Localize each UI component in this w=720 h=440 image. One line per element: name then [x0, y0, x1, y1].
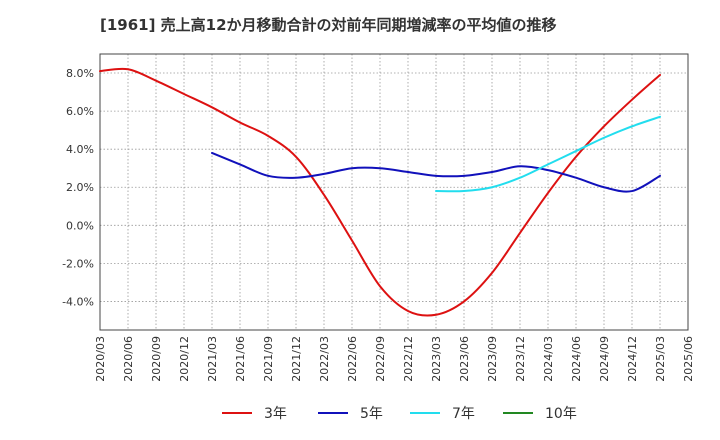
x-tick-label: 2023/06	[458, 336, 471, 382]
x-tick-label: 2021/03	[206, 336, 219, 382]
y-tick-label: 6.0%	[66, 105, 94, 118]
y-tick-label: -4.0%	[62, 295, 94, 308]
x-tick-label: 2023/12	[514, 336, 527, 382]
x-tick-label: 2021/12	[290, 336, 303, 382]
x-tick-label: 2025/03	[654, 336, 667, 382]
y-tick-label: -2.0%	[62, 257, 94, 270]
series-line	[211, 151, 661, 193]
chart-title: [1961] 売上高12か月移動合計の対前年同期増減率の平均値の推移	[100, 16, 557, 34]
x-tick-label: 2022/09	[374, 336, 387, 382]
x-tick-label: 2022/06	[346, 336, 359, 382]
x-tick-label: 2023/03	[430, 336, 443, 382]
x-tick-label: 2021/06	[234, 336, 247, 382]
legend-label: 3年	[264, 406, 287, 422]
x-tick-label: 2022/03	[318, 336, 331, 382]
y-tick-label: 0.0%	[66, 219, 94, 232]
x-tick-label: 2021/09	[262, 336, 275, 382]
plot-frame	[99, 53, 689, 331]
x-tick-label: 2024/03	[542, 336, 555, 382]
x-tick-label: 2024/12	[626, 336, 639, 382]
x-tick-label: 2020/06	[122, 336, 135, 382]
y-tick-label: 8.0%	[66, 67, 94, 80]
series-line	[99, 67, 661, 317]
legend-label: 5年	[360, 406, 383, 422]
x-tick-label: 2020/12	[178, 336, 191, 382]
x-tick-label: 2024/09	[598, 336, 611, 382]
series-line	[435, 115, 661, 193]
x-tick-label: 2023/09	[486, 336, 499, 382]
legend-label: 7年	[452, 406, 475, 422]
x-tick-label: 2020/09	[150, 336, 163, 382]
y-tick-label: 2.0%	[66, 181, 94, 194]
x-tick-label: 2024/06	[570, 336, 583, 382]
x-tick-label: 2020/03	[94, 336, 107, 382]
x-tick-label: 2025/06	[682, 336, 695, 382]
x-tick-label: 2022/12	[402, 336, 415, 382]
y-tick-label: 4.0%	[66, 143, 94, 156]
legend-label: 10年	[545, 406, 577, 422]
